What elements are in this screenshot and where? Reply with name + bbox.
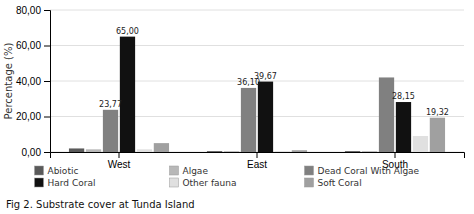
tick-mark (44, 46, 50, 47)
data-label: 28,15 (392, 92, 415, 101)
grid-line (50, 10, 464, 11)
bar (258, 82, 273, 152)
legend-swatch (35, 166, 44, 175)
bar (362, 151, 377, 152)
bar (103, 110, 118, 152)
legend-label: Other fauna (183, 178, 237, 188)
tick-label: 0,00 (22, 147, 42, 158)
legend-swatch (305, 178, 314, 187)
tick-mark (44, 152, 50, 153)
bar (137, 149, 152, 152)
tick: 60,00 (16, 40, 50, 51)
tick-label: 60,00 (16, 40, 41, 51)
tick-label: 20,00 (16, 111, 41, 122)
tick-label: 40,00 (16, 76, 41, 87)
axis-domain (44, 11, 51, 153)
tick-label: East (247, 159, 267, 170)
tick-label: West (108, 159, 131, 170)
tick-mark (257, 152, 258, 158)
tick: 20,00 (16, 111, 50, 122)
legend-item: Abiotic (35, 166, 79, 176)
tick: 0,00 (22, 147, 50, 158)
bar (396, 102, 411, 152)
grid-line (50, 45, 464, 46)
data-label: 65,00 (116, 27, 139, 36)
bar (207, 151, 222, 152)
legend-swatch (170, 178, 179, 187)
tick: 80,00 (16, 5, 50, 16)
title: Fig 2. Substrate cover at Tunda Island (6, 199, 195, 210)
bars (69, 37, 445, 152)
bar (69, 148, 84, 152)
y-axis-title: Percentage (%) (3, 43, 14, 120)
legend-label: Hard Coral (48, 178, 96, 188)
bar (241, 88, 256, 152)
tick: West (108, 152, 131, 170)
bar (154, 143, 169, 152)
legend-label: Algae (183, 166, 209, 176)
chart: 0,0020,0040,0060,0080,00WestEastSouth23,… (0, 0, 474, 214)
tick: 40,00 (16, 76, 50, 87)
bar (413, 136, 428, 152)
legend-swatch (35, 178, 44, 187)
axis-domain (51, 153, 465, 159)
legend-item: Other fauna (170, 178, 237, 188)
legend-item: Soft Coral (305, 178, 362, 188)
bar (292, 150, 307, 152)
bar (275, 151, 290, 152)
plot: 0,0020,0040,0060,0080,00WestEastSouth23,… (16, 5, 465, 170)
legend-item: Algae (170, 166, 209, 176)
bar (224, 151, 239, 152)
bar (345, 151, 360, 152)
tick-mark (44, 10, 50, 11)
y-axis: 0,00 20,00 40,00 60,00 80,00 (16, 5, 51, 158)
tick-mark (119, 152, 120, 158)
legend-label: Abiotic (48, 166, 79, 176)
tick-mark (44, 117, 50, 118)
legend-swatch (170, 166, 179, 175)
tick: East (247, 152, 267, 170)
grid (50, 10, 464, 152)
bar (120, 37, 135, 152)
legend: Abiotic Algae Dead Coral With Algae Hard Co… (35, 166, 420, 188)
tick-mark (44, 81, 50, 82)
legend-item: Hard Coral (35, 178, 96, 188)
bar (86, 149, 101, 152)
tick-label: 80,00 (16, 5, 41, 16)
bar (430, 118, 445, 152)
tick-mark (395, 152, 396, 158)
legend-swatch (305, 166, 314, 175)
data-label: 23,77 (99, 100, 122, 109)
legend-label: Soft Coral (318, 178, 362, 188)
data-label: 19,32 (426, 108, 449, 117)
data-labels: 23,7736,1065,0039,6728,1519,32 (99, 27, 449, 117)
legend-label: Dead Coral With Algae (318, 166, 420, 176)
chart-container: 0,0020,0040,0060,0080,00WestEastSouth23,… (0, 0, 474, 214)
data-label: 39,67 (254, 72, 277, 81)
legend-item: Dead Coral With Algae (305, 166, 420, 176)
bar (379, 77, 394, 152)
